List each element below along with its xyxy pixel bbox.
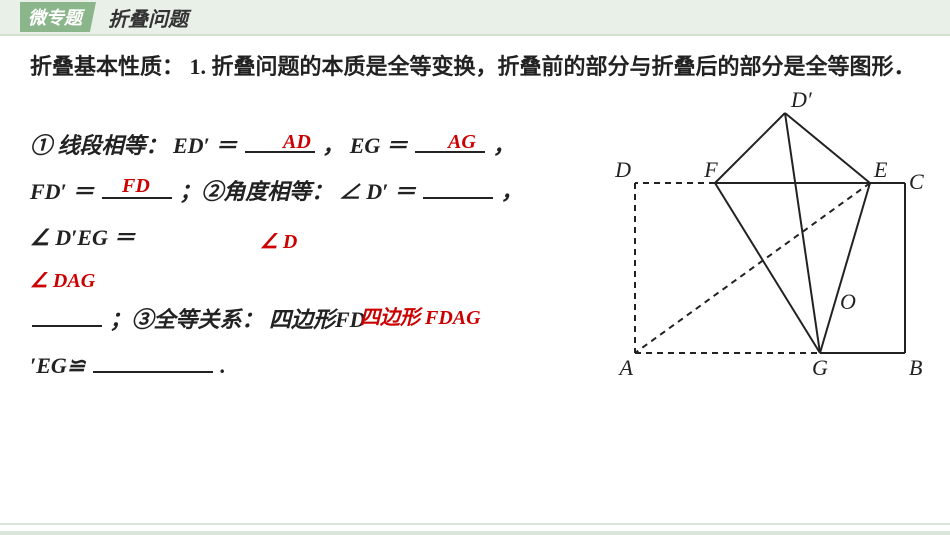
blank-l4 xyxy=(32,305,102,327)
svg-text:B: B xyxy=(909,355,922,380)
line-5: ′EG≌ . xyxy=(30,343,590,389)
fill-angle-d: ∠ D xyxy=(260,221,297,263)
blank-cong xyxy=(93,351,213,373)
l1-mid: ， EG ＝ xyxy=(322,133,408,158)
svg-text:O: O xyxy=(840,289,856,314)
l2-tail: ， xyxy=(501,179,523,204)
svg-text:E: E xyxy=(873,157,888,182)
header-badge: 微专题 xyxy=(20,2,96,32)
l2-mid: ；②角度相等： ∠ D′ ＝ xyxy=(179,179,421,204)
l5-pre: ′EG≌ xyxy=(30,353,85,378)
geometry-figure: D F D′ EC B G A O xyxy=(595,83,925,383)
intro-text: 折叠基本性质： 1. 折叠问题的本质是全等变换，折叠前的部分与折叠后的部分是全等… xyxy=(0,36,950,83)
svg-text:A: A xyxy=(618,355,634,380)
l4-mid: ；③全等关系： 四边形FD xyxy=(110,307,366,332)
line-4: ；③全等关系： 四边形FD 四边形 FDAG xyxy=(30,297,590,343)
l3-pre: ∠ D′EG ＝ xyxy=(30,225,135,250)
l1-tail: ， xyxy=(493,133,515,158)
svg-text:D′: D′ xyxy=(790,87,813,112)
header-title: 折叠问题 xyxy=(108,3,188,32)
fill-quad-fdag: 四边形 FDAG xyxy=(360,297,481,339)
l1-pre: ① 线段相等： ED′ ＝ xyxy=(30,133,237,158)
line-2: FD′ ＝ ；②角度相等： ∠ D′ ＝ ， FD xyxy=(30,169,590,215)
fill-ad: AD xyxy=(283,121,311,163)
svg-text:D: D xyxy=(614,157,631,182)
l5-tail: . xyxy=(220,353,226,378)
line-1: ① 线段相等： ED′ ＝ ， EG ＝ ， AD AG xyxy=(30,123,590,169)
blank-angle-d xyxy=(423,177,493,199)
fill-ag: AG xyxy=(448,121,476,163)
l2-pre: FD′ ＝ xyxy=(30,179,100,204)
svg-text:G: G xyxy=(812,355,828,380)
page-header: 微专题 折叠问题 xyxy=(0,0,950,36)
line-3: ∠ D′EG ＝ ∠ D xyxy=(30,215,590,261)
svg-text:C: C xyxy=(909,169,924,194)
text-column: ① 线段相等： ED′ ＝ ， EG ＝ ， AD AG FD′ ＝ ；②角度相… xyxy=(30,123,590,389)
fill-fd: FD xyxy=(122,165,150,207)
page-root: 微专题 折叠问题 折叠基本性质： 1. 折叠问题的本质是全等变换，折叠前的部分与… xyxy=(0,0,950,535)
bottom-rule xyxy=(0,523,950,525)
fill-angle-dag: ∠ DAG xyxy=(30,270,95,292)
svg-text:F: F xyxy=(703,157,718,182)
line-3b: ∠ DAG xyxy=(30,262,590,297)
content-area: ① 线段相等： ED′ ＝ ， EG ＝ ， AD AG FD′ ＝ ；②角度相… xyxy=(0,123,950,389)
geometry-svg: D F D′ EC B G A O xyxy=(595,83,925,383)
